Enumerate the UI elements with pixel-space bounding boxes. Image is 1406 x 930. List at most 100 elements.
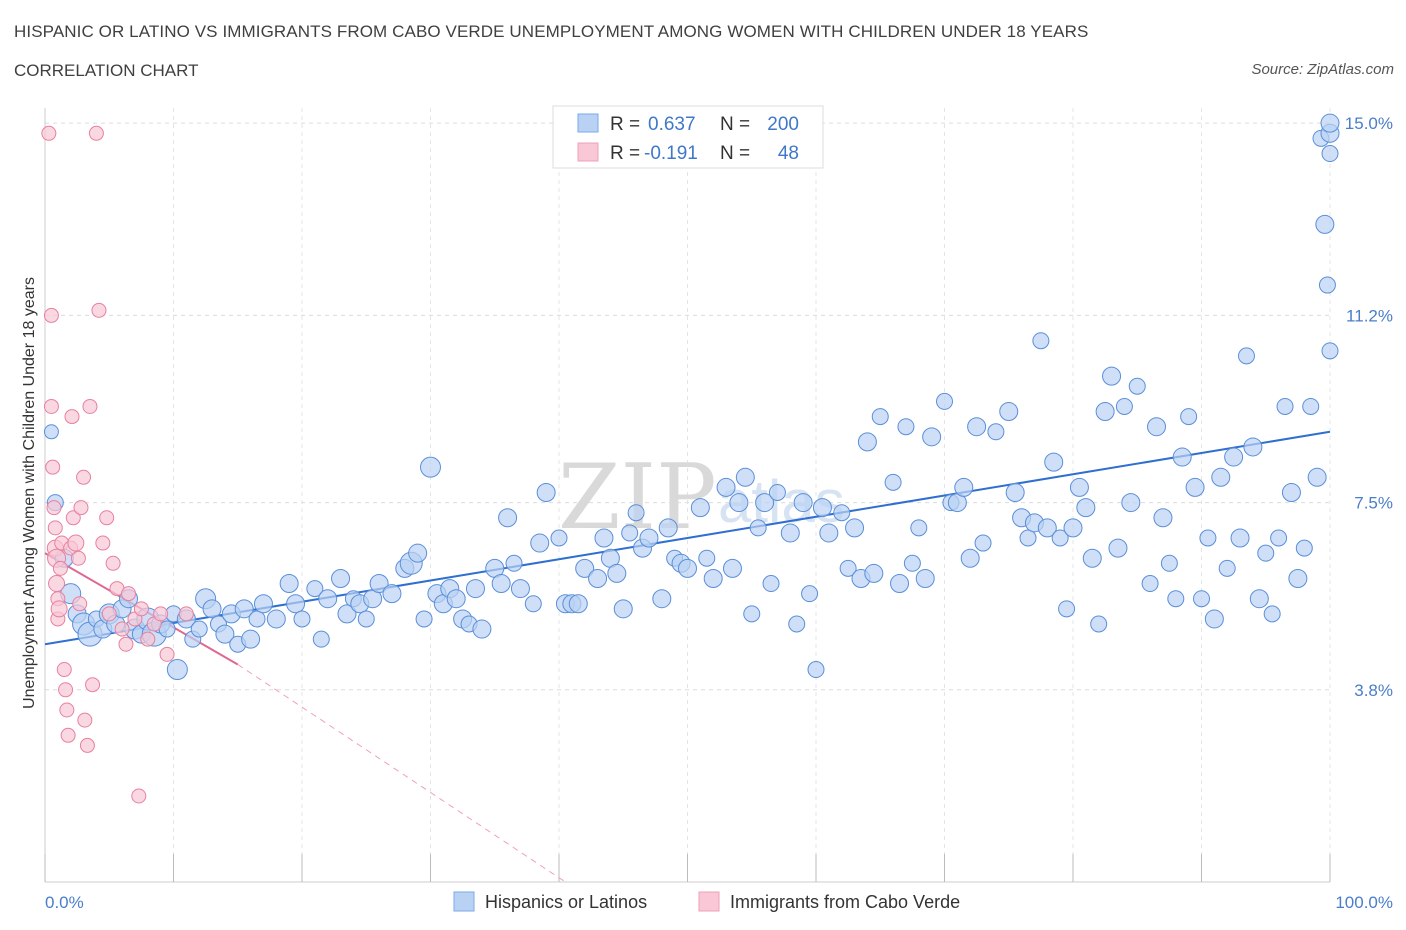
point-hispanic: [1172, 447, 1192, 467]
point-hispanic: [498, 508, 518, 528]
point-hispanic: [510, 579, 530, 599]
point-hispanic: [819, 523, 839, 543]
point-cabo-verde: [56, 662, 72, 678]
point-hispanic: [1076, 498, 1096, 518]
point-hispanic: [627, 504, 645, 522]
point-hispanic: [1321, 145, 1339, 163]
point-cabo-verde: [95, 535, 111, 551]
point-hispanic: [1288, 568, 1308, 588]
point-hispanic: [1051, 529, 1069, 547]
point-hispanic: [241, 629, 261, 649]
y-axis-title: Unemployment Among Women with Children U…: [21, 277, 38, 709]
point-hispanic: [43, 424, 59, 440]
point-hispanic: [524, 595, 542, 613]
legend-r-value-2: -0.191: [644, 143, 698, 164]
point-hispanic: [703, 568, 723, 588]
point-hispanic: [1315, 214, 1335, 234]
point-cabo-verde: [59, 702, 75, 718]
point-hispanic: [1320, 113, 1340, 133]
point-cabo-verde: [118, 636, 134, 652]
point-cabo-verde: [67, 534, 85, 552]
point-hispanic: [735, 467, 755, 487]
point-cabo-verde: [79, 737, 95, 753]
point-hispanic: [960, 548, 980, 568]
source-label: Source: ZipAtlas.com: [1251, 61, 1394, 78]
point-hispanic: [415, 610, 433, 628]
point-cabo-verde: [159, 646, 175, 662]
point-cabo-verde: [82, 398, 98, 414]
point-hispanic: [1180, 408, 1198, 426]
point-hispanic: [550, 529, 568, 547]
y-tick-label: 7.5%: [1354, 494, 1393, 513]
point-hispanic: [446, 589, 466, 609]
point-hispanic: [331, 568, 351, 588]
point-hispanic: [1321, 342, 1339, 360]
point-cabo-verde: [105, 555, 121, 571]
legend-n-label-2: N =: [720, 143, 750, 164]
point-hispanic: [922, 427, 942, 447]
point-hispanic: [253, 594, 273, 614]
point-hispanic: [1102, 366, 1122, 386]
point-hispanic: [839, 559, 857, 577]
point-cabo-verde: [140, 631, 156, 647]
point-hispanic: [202, 599, 222, 619]
bottom-legend: Hispanics or Latinos Immigrants from Cab…: [453, 891, 960, 912]
data-points: [41, 113, 1340, 804]
point-hispanic: [1276, 397, 1294, 415]
point-hispanic: [465, 579, 485, 599]
point-cabo-verde: [48, 575, 66, 593]
point-hispanic: [190, 620, 208, 638]
point-hispanic: [1005, 482, 1025, 502]
point-hispanic: [967, 417, 987, 437]
point-hispanic: [1237, 347, 1255, 365]
point-hispanic: [1270, 529, 1288, 547]
point-hispanic: [807, 661, 825, 679]
bottom-legend-label-hispanic: Hispanics or Latinos: [485, 892, 647, 912]
point-hispanic: [318, 589, 338, 609]
point-cabo-verde: [52, 560, 68, 576]
point-hispanic: [871, 408, 889, 426]
point-hispanic: [722, 558, 742, 578]
point-hispanic: [1115, 397, 1133, 415]
point-hispanic: [780, 523, 800, 543]
point-hispanic: [1167, 590, 1185, 608]
point-hispanic: [652, 589, 672, 609]
chart-subtitle: CORRELATION CHART: [14, 61, 199, 80]
point-hispanic: [864, 563, 884, 583]
y-tick-label: 15.0%: [1345, 114, 1393, 133]
point-cabo-verde: [43, 398, 59, 414]
point-cabo-verde: [46, 500, 62, 516]
point-hispanic: [1069, 477, 1089, 497]
point-hispanic: [1307, 467, 1327, 487]
bottom-legend-label-cabo-verde: Immigrants from Cabo Verde: [730, 892, 960, 912]
point-hispanic: [762, 575, 780, 593]
x-tick-label: 0.0%: [45, 893, 84, 912]
point-hispanic: [1211, 467, 1231, 487]
point-hispanic: [793, 493, 813, 513]
legend-swatch-hispanic: [577, 113, 599, 133]
point-hispanic: [1263, 605, 1281, 623]
point-hispanic: [915, 568, 935, 588]
point-hispanic: [1281, 482, 1301, 502]
point-hispanic: [312, 630, 330, 648]
legend-r-label-1: R =: [610, 114, 640, 135]
point-cabo-verde: [91, 302, 107, 318]
y-tick-label: 3.8%: [1354, 681, 1393, 700]
point-hispanic: [472, 619, 492, 639]
point-hispanic: [801, 585, 819, 603]
point-hispanic: [588, 568, 608, 588]
point-cabo-verde: [114, 621, 130, 637]
point-cabo-verde: [77, 712, 93, 728]
point-cabo-verde: [153, 606, 169, 622]
bottom-legend-swatch-hispanic: [453, 891, 475, 912]
point-hispanic: [1095, 402, 1115, 422]
point-hispanic: [678, 558, 697, 578]
point-hispanic: [1063, 518, 1083, 538]
point-hispanic: [408, 543, 428, 563]
point-hispanic: [505, 554, 523, 572]
point-hispanic: [1295, 539, 1313, 557]
point-hispanic: [266, 609, 286, 629]
point-hispanic: [1224, 447, 1244, 467]
point-hispanic: [594, 528, 614, 548]
